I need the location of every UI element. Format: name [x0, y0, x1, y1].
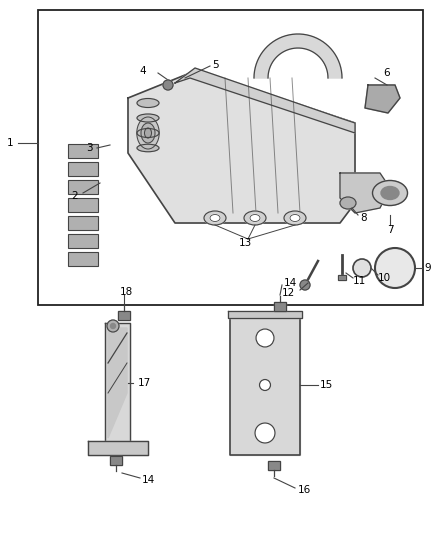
Ellipse shape: [290, 214, 300, 222]
Text: 12: 12: [281, 288, 295, 298]
Polygon shape: [365, 85, 400, 113]
Text: 6: 6: [384, 68, 390, 78]
Circle shape: [163, 80, 173, 90]
Bar: [68, 198, 98, 212]
Circle shape: [375, 248, 415, 288]
Polygon shape: [228, 311, 302, 318]
Bar: [68, 180, 98, 194]
Ellipse shape: [210, 214, 220, 222]
Ellipse shape: [137, 99, 159, 108]
Bar: [68, 162, 98, 176]
Ellipse shape: [250, 214, 260, 222]
Text: 10: 10: [378, 273, 391, 283]
Ellipse shape: [137, 144, 159, 152]
Text: 9: 9: [424, 263, 431, 273]
Bar: [274, 302, 286, 311]
Bar: [38, 10, 423, 305]
Circle shape: [110, 324, 116, 328]
Text: 18: 18: [120, 287, 133, 297]
Bar: [338, 275, 346, 280]
Polygon shape: [88, 441, 148, 455]
Text: 17: 17: [138, 378, 151, 388]
Polygon shape: [175, 68, 355, 133]
Bar: [68, 252, 98, 266]
Ellipse shape: [340, 197, 356, 209]
Polygon shape: [128, 73, 355, 223]
Ellipse shape: [137, 117, 159, 149]
Bar: [268, 461, 280, 470]
Text: 2: 2: [71, 191, 78, 201]
Text: 1: 1: [7, 138, 13, 148]
Circle shape: [300, 280, 310, 290]
Bar: [110, 456, 122, 465]
Circle shape: [353, 259, 371, 277]
Text: 8: 8: [360, 213, 367, 223]
Circle shape: [259, 379, 271, 391]
Bar: [268, 461, 280, 470]
Ellipse shape: [284, 211, 306, 225]
Text: 3: 3: [86, 143, 93, 153]
Text: 14: 14: [284, 278, 297, 288]
Ellipse shape: [381, 187, 399, 199]
Text: 16: 16: [298, 485, 311, 495]
Polygon shape: [108, 328, 127, 438]
Polygon shape: [340, 173, 390, 213]
Bar: [118, 311, 130, 320]
Ellipse shape: [137, 114, 159, 122]
Polygon shape: [254, 34, 342, 78]
Ellipse shape: [141, 123, 155, 143]
Bar: [338, 275, 346, 280]
Bar: [68, 144, 98, 158]
Text: 5: 5: [212, 60, 219, 70]
Ellipse shape: [204, 211, 226, 225]
Ellipse shape: [137, 128, 159, 138]
Circle shape: [107, 320, 119, 332]
Text: 7: 7: [387, 225, 393, 235]
Circle shape: [255, 423, 275, 443]
Circle shape: [256, 329, 274, 347]
Ellipse shape: [145, 128, 152, 138]
Polygon shape: [230, 318, 300, 455]
Bar: [68, 216, 98, 230]
Text: 13: 13: [238, 238, 251, 248]
Bar: [68, 234, 98, 248]
Bar: [110, 456, 122, 465]
Text: 14: 14: [142, 475, 155, 485]
Ellipse shape: [244, 211, 266, 225]
Polygon shape: [105, 323, 130, 453]
Ellipse shape: [372, 181, 407, 206]
Bar: [274, 302, 286, 311]
Text: 4: 4: [140, 66, 146, 76]
Text: 11: 11: [353, 276, 366, 286]
Bar: [118, 311, 130, 320]
Text: 15: 15: [320, 380, 333, 390]
